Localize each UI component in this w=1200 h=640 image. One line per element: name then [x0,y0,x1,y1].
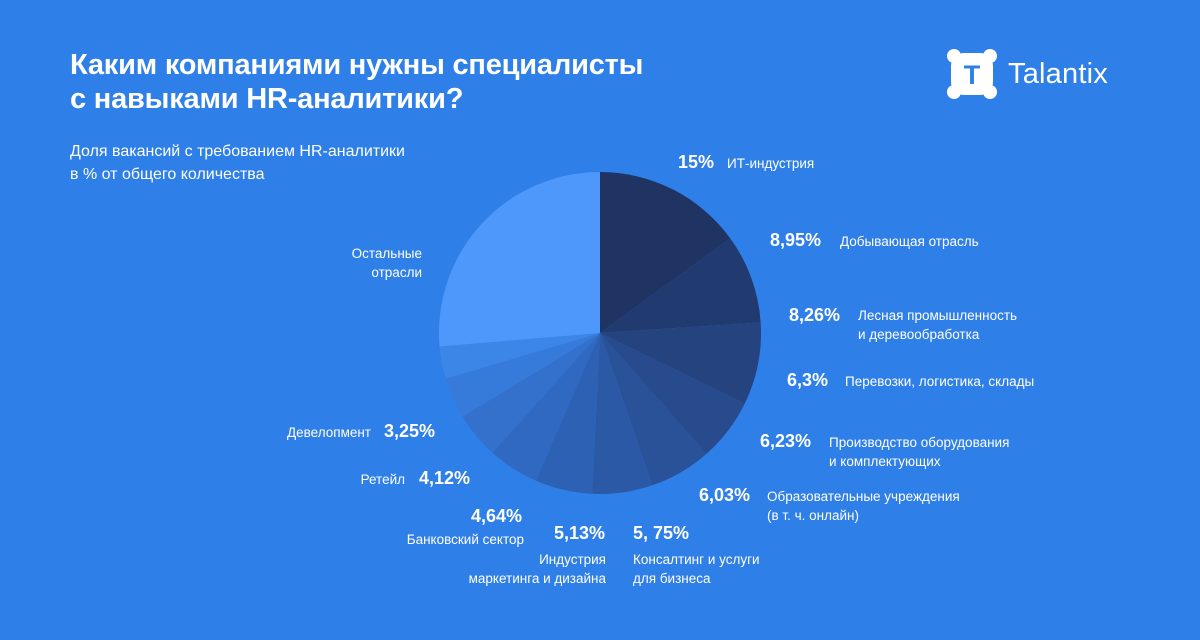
slice-name-line: и деревообработка [858,327,980,342]
slice-name-label-8: Банковский сектор [407,532,524,547]
slice-name-line: Индустрия [539,552,606,567]
talantix-logo-letter: T [964,60,981,90]
talantix-logo-icon: T [947,49,997,99]
chart-subtitle-line-1: Доля вакансий с требованием HR-аналитики [70,143,405,160]
slice-name-line: отрасли [371,265,422,280]
slice-value-label-5: 6,03% [699,485,750,505]
pie-slices [438,172,762,494]
slice-name-label-1: Добывающая отрасль [840,234,979,249]
chart-title: Каким компаниями нужны специалисты с нав… [70,48,710,116]
slice-name-line: и комплектующих [829,454,941,469]
pie-slice-9 [445,333,600,417]
chart-subtitle-line-2: в % от общего количества [70,166,265,183]
chart-title-line-2: с навыками HR-аналитики? [70,83,464,115]
slice-value-label-2: 8,26% [789,305,840,325]
pie-slice-10 [439,333,600,379]
slice-name-label-9: Ретейл [361,472,405,487]
slice-name-line: Банковский сектор [407,532,524,547]
slice-name-line: Ретейл [361,472,405,487]
slice-name-label-4: Производство оборудования и комплектующих [829,435,1009,469]
slice-name-label-10: Девелопмент [287,425,371,440]
slice-value-label-9: 4,12% [419,468,470,488]
slice-name-label-0: ИТ-индустрия [727,156,814,171]
pie-slice-4 [600,333,707,486]
pie-slice-3 [600,333,745,454]
pie-slice-2 [600,322,762,404]
pie-slice-0 [600,172,731,333]
slice-name-label-6: Консалтинг и услуги для бизнеса [633,552,760,586]
slice-name-label-7: Индустрия маркетинга и дизайна [469,552,607,586]
slice-name-line: для бизнеса [633,571,711,586]
pie-slice-1 [600,238,761,333]
slice-value-label-1: 8,95% [770,230,821,250]
slice-name-label-3: Перевозки, логистика, склады [845,374,1034,389]
slice-value-label-4: 6,23% [760,431,811,451]
pie-slice-6 [535,333,600,494]
talantix-logo: T Talantix [946,48,1108,100]
slice-name-label-11: Остальные отрасли [352,246,422,280]
pie-slice-8 [462,333,600,453]
slice-name-label-2: Лесная промышленность и деревообработка [858,308,1017,342]
pie-slice-11 [438,172,600,347]
slice-name-line: маркетинга и дизайна [469,571,607,586]
slice-name-line: Консалтинг и услуги [633,552,760,567]
slice-name-line: Девелопмент [287,425,371,440]
slice-name-line: Остальные [352,246,422,261]
talantix-logo-text: Talantix [1008,57,1108,90]
slice-value-label-0: 15% [678,152,714,172]
pie-slice-7 [492,333,600,481]
slice-value-label-10: 3,25% [384,421,435,441]
slice-name-label-5: Образовательные учреждения (в т. ч. онлай… [767,489,960,523]
slice-name-line: Добывающая отрасль [840,234,979,249]
slice-name-line: Перевозки, логистика, склады [845,374,1034,389]
slice-name-line: Лесная промышленность [858,308,1017,323]
slice-name-line: Производство оборудования [829,435,1009,450]
slice-value-label-7: 5,13% [554,523,605,543]
chart-subtitle: Доля вакансий с требованием HR-аналитики… [70,140,490,186]
slice-name-line: ИТ-индустрия [727,156,814,171]
slice-value-label-3: 6,3% [787,370,828,390]
pie-slice-5 [592,333,653,494]
slice-name-line: Образовательные учреждения [767,489,960,504]
slice-name-line: (в т. ч. онлайн) [767,508,859,523]
pie-labels: 15% ИТ-индустрия 8,95% Добывающая отрасль 8,… [287,152,1034,586]
chart-title-line-1: Каким компаниями нужны специалисты [70,49,644,81]
slice-value-label-8: 4,64% [471,506,522,526]
slice-value-label-6: 5, 75% [633,523,689,543]
